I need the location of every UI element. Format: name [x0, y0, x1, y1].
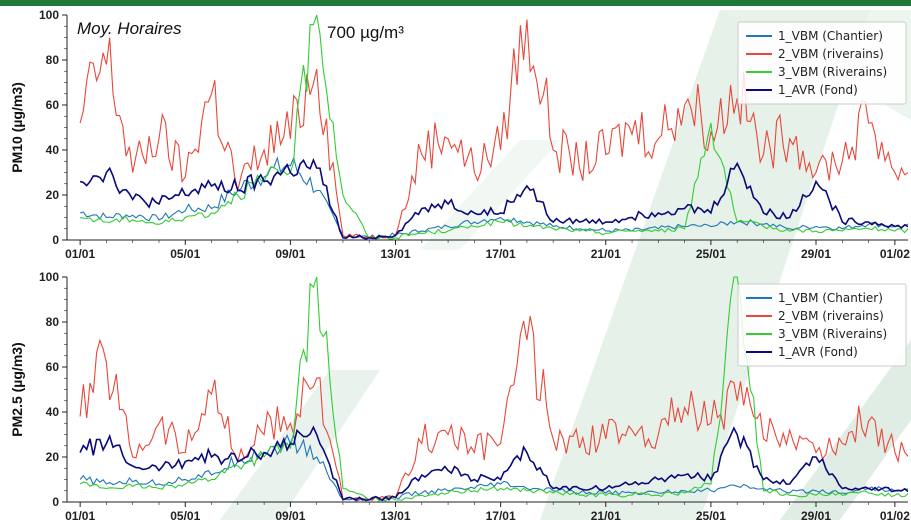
x-tick-label: 13/01: [381, 509, 411, 520]
series-line: [79, 14, 908, 240]
x-tick-label: 09/01: [275, 509, 305, 520]
x-tick-label: 01/01: [65, 509, 95, 520]
pm10-panel: 0 20 40 60 80 100 01/01 05/01 09/01 13/01 17/01 21/…: [9, 8, 910, 261]
top-accent-bar: [0, 0, 911, 6]
x-tick-label: 21/01: [591, 509, 621, 520]
x-tick-label: 17/01: [486, 509, 516, 520]
y-tick-label: 40: [46, 405, 60, 419]
x-tick-label: 01/02: [880, 247, 910, 261]
x-tick-label: 05/01: [170, 509, 200, 520]
series-line: [79, 156, 908, 240]
legend-label: 1_AVR (Fond): [778, 345, 858, 359]
x-tick-label: 25/01: [696, 247, 726, 261]
legend-label: 3_VBM (Riverains): [778, 65, 887, 79]
y-tick-label: 0: [52, 233, 59, 247]
series-line: [79, 19, 908, 240]
legend-label: 2_VBM (riverains): [778, 47, 884, 61]
pm25-panel: 0 20 40 60 80 100 01/01 05/01 09/01 13/01 17/01 21/…: [9, 270, 910, 520]
series-line: [79, 276, 908, 502]
y-tick-label: 100: [39, 8, 59, 22]
x-tick-label: 01/02: [880, 509, 910, 520]
legend-box: [737, 283, 907, 367]
x-tick-label: 29/01: [801, 509, 831, 520]
y-axis-label: PM2.5 (µg/m3): [9, 342, 25, 436]
legend-label: 1_VBM (Chantier): [778, 29, 883, 43]
series-line: [79, 425, 908, 502]
y-axis-label: PM10 (µg/m3): [9, 82, 25, 173]
series-line: [79, 315, 908, 501]
annotation-moy-horaires: Moy. Horaires: [77, 19, 182, 38]
annotation-max-value: 700 µg/m³: [327, 23, 404, 42]
legend-label: 1_AVR (Fond): [778, 83, 858, 97]
y-tick-label: 80: [46, 53, 60, 67]
y-tick-label: 60: [46, 360, 60, 374]
x-tick-label: 01/01: [65, 247, 95, 261]
y-tick-label: 100: [39, 270, 59, 284]
y-tick-label: 20: [46, 450, 60, 464]
y-tick-label: 40: [46, 143, 60, 157]
x-tick-label: 09/01: [275, 247, 305, 261]
legend-label: 2_VBM (riverains): [778, 309, 884, 323]
x-tick-label: 17/01: [486, 247, 516, 261]
legend: 1_VBM (Chantier) 2_VBM (riverains) 3_VBM (…: [737, 21, 907, 105]
y-tick-label: 0: [52, 495, 59, 509]
legend-label: 3_VBM (Riverains): [778, 327, 887, 341]
x-tick-label: 25/01: [696, 509, 726, 520]
legend-label: 1_VBM (Chantier): [778, 291, 883, 305]
series-line: [79, 432, 908, 502]
x-tick-label: 21/01: [591, 247, 621, 261]
series-line: [79, 157, 908, 240]
y-tick-label: 20: [46, 188, 60, 202]
y-tick-label: 80: [46, 315, 60, 329]
x-tick-label: 05/01: [170, 247, 200, 261]
legend: 1_VBM (Chantier) 2_VBM (riverains) 3_VBM (…: [737, 283, 907, 367]
y-tick-label: 60: [46, 98, 60, 112]
x-tick-label: 29/01: [801, 247, 831, 261]
legend-box: [737, 21, 907, 105]
x-tick-label: 13/01: [381, 247, 411, 261]
